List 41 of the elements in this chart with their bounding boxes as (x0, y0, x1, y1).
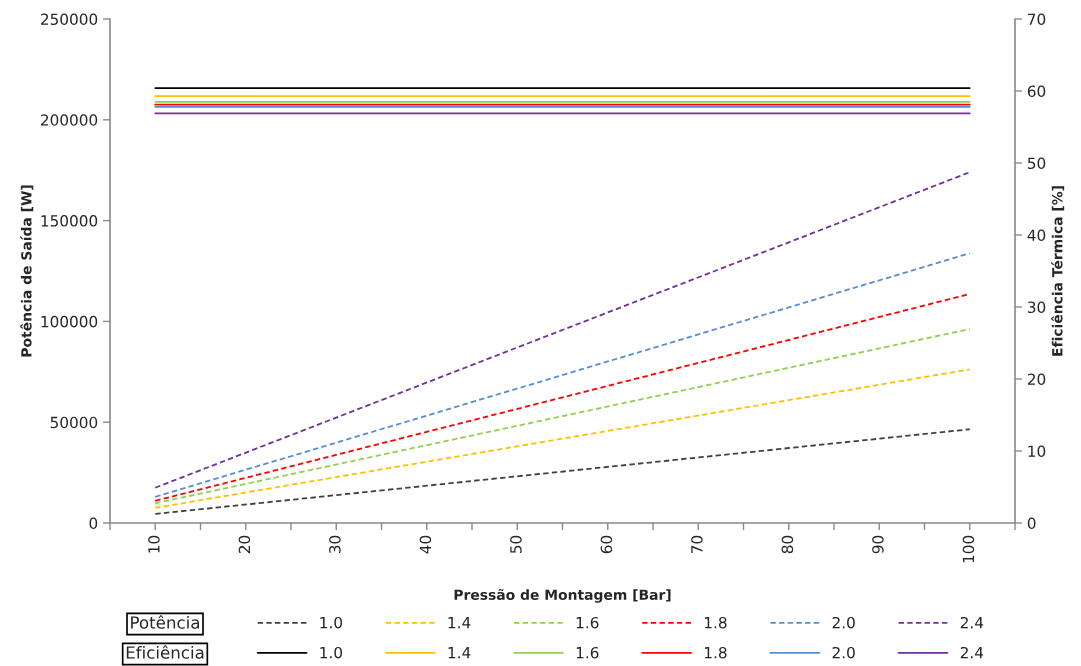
legend-label: 1.0 (320, 646, 343, 659)
y2-axis-title: Eficiência Térmica [%] (1051, 186, 1065, 356)
y2-tick-label: 0 (1027, 517, 1036, 530)
text: Potência (131, 615, 199, 629)
text: Eficiência (126, 645, 204, 659)
legend-label: 1.6 (576, 646, 599, 659)
legend-label: 2.0 (832, 646, 855, 659)
legend-label: 1.4 (448, 647, 471, 659)
y2-tick-label: 70 (1028, 13, 1046, 26)
x-tick-label: 30 (329, 535, 341, 554)
x-tick-label: 60 (600, 535, 613, 554)
y2-tick-label: 30 (1027, 301, 1046, 314)
x-tick-label: 50 (510, 535, 522, 554)
y2-tick-label: 50 (1027, 157, 1046, 170)
y-tick-label: 200000 (40, 114, 98, 126)
y-tick-label: 50000 (50, 416, 98, 429)
y-tick-label: 150000 (41, 215, 98, 227)
legend-label: 1.0 (320, 616, 343, 629)
legend-label: 1.4 (448, 617, 471, 629)
y2-tick-label: 10 (1028, 445, 1046, 458)
x-tick-label: 20 (238, 535, 251, 554)
legend-label: 1.8 (704, 646, 727, 659)
x-tick-label: 40 (419, 535, 432, 554)
x-tick-label: 70 (691, 535, 703, 553)
y-tick-label: 250000 (40, 13, 98, 26)
legend-label: 1.8 (704, 616, 727, 629)
x-axis-title: Pressão de Montagem [Bar] (454, 588, 671, 603)
y-tick-label: 100000 (41, 315, 98, 328)
x-tick-label: 100 (962, 535, 975, 563)
y-axis-title: Potência de Saída [W] (20, 185, 34, 357)
x-tick-label: 80 (781, 535, 794, 554)
x-tick-label: 10 (148, 535, 160, 553)
y2-tick-label: 60 (1027, 85, 1046, 98)
y-tick-label: 0 (89, 517, 98, 530)
legend-label: 2.4 (960, 616, 984, 629)
y2-tick-label: 40 (1027, 229, 1046, 242)
x-tick-label: 90 (872, 535, 884, 554)
legend-label: 2.4 (960, 646, 984, 659)
legend-label: 2.0 (832, 616, 855, 629)
legend-label: 1.6 (576, 616, 599, 629)
y2-tick-label: 20 (1027, 373, 1046, 386)
